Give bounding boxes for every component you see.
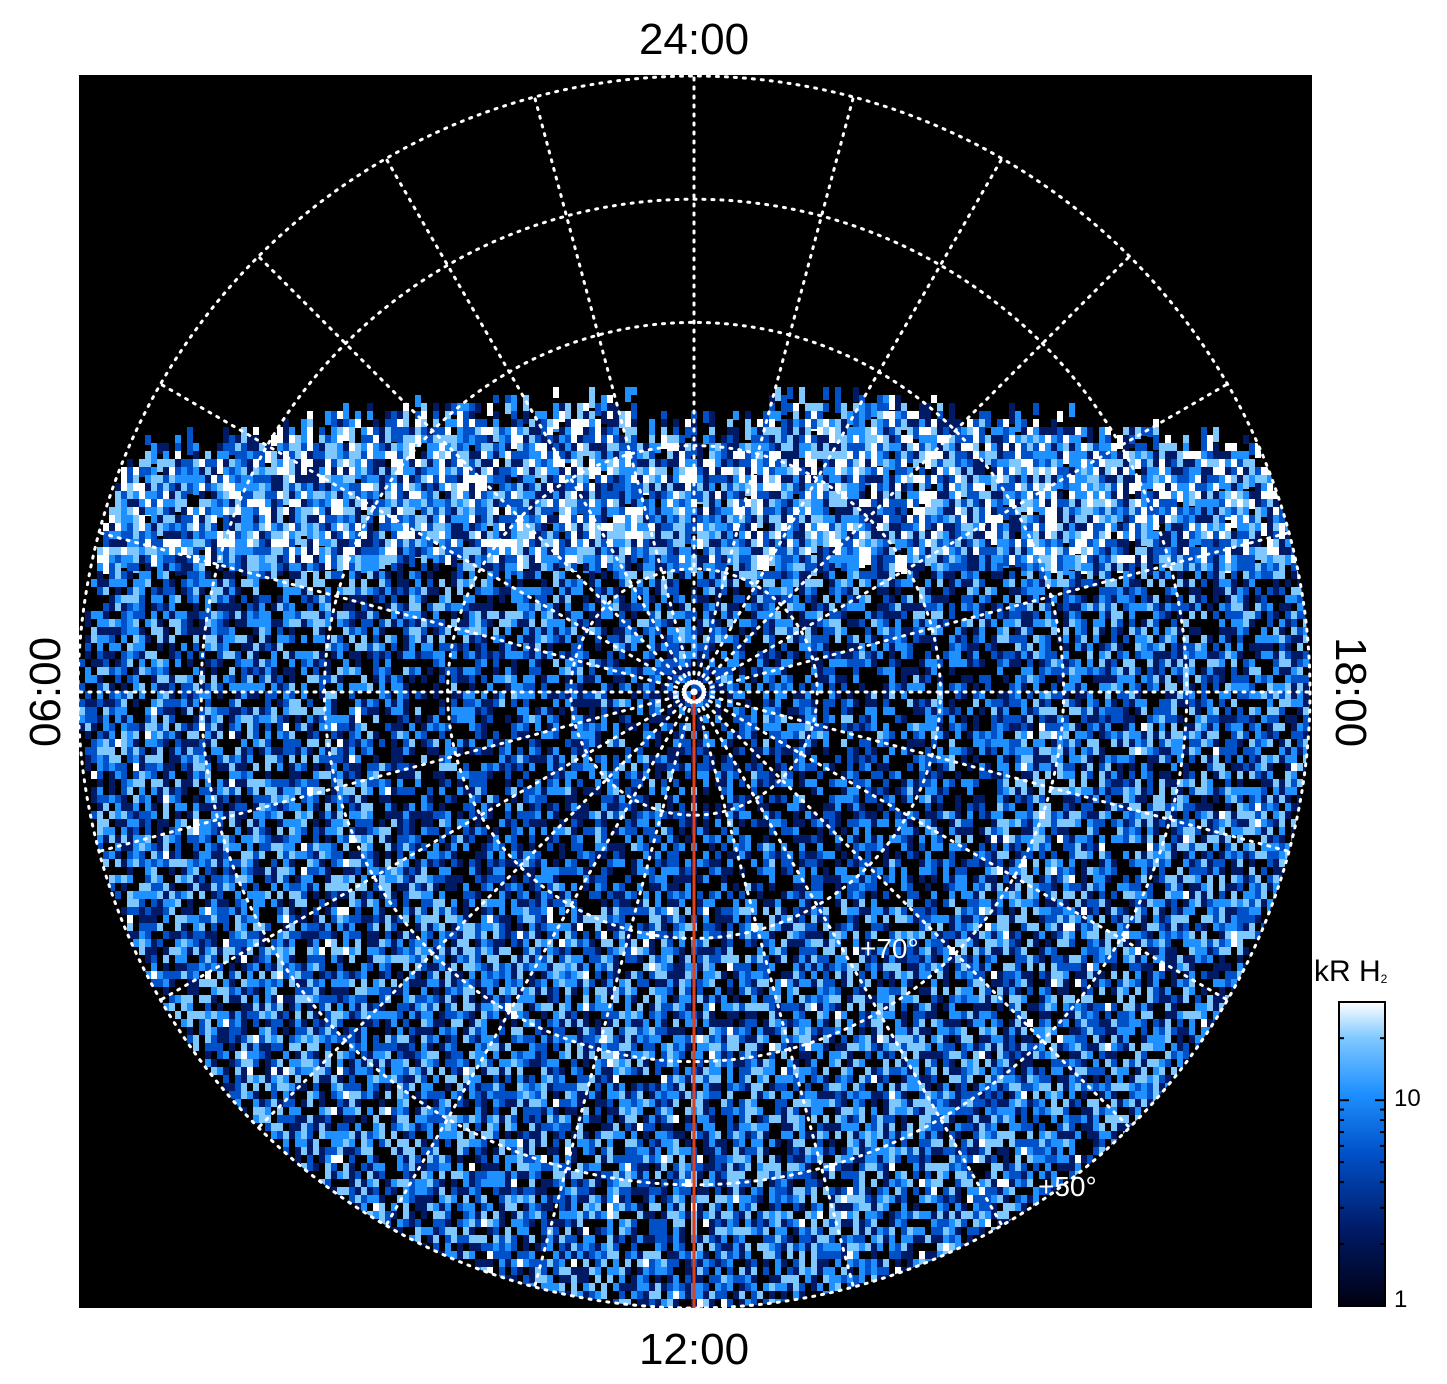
local-time-label-bottom: 12:00 [638,1325,750,1374]
colorbar-ticks [1339,1001,1385,1307]
colorbar-title: kR H2 [1314,955,1387,989]
pole-marker [682,680,706,704]
colorbar-title-subscript: 2 [1380,972,1388,986]
colorbar-title-text: kR H [1314,955,1381,988]
auroral-emission-map [79,387,1310,1308]
local-time-label-left: 06:00 [21,636,70,748]
colorbar-tick-label-10: 10 [1394,1085,1421,1112]
latitude-label-50: +50° [1038,1171,1097,1202]
latitude-longitude-grid [79,75,1312,1308]
local-time-label-top: 24:00 [638,15,750,64]
local-time-label-right: 18:00 [1326,636,1375,748]
colorbar [1338,1001,1386,1307]
colorbar-tick-label-1: 1 [1394,1286,1408,1313]
latitude-label-70: +70° [860,933,919,964]
